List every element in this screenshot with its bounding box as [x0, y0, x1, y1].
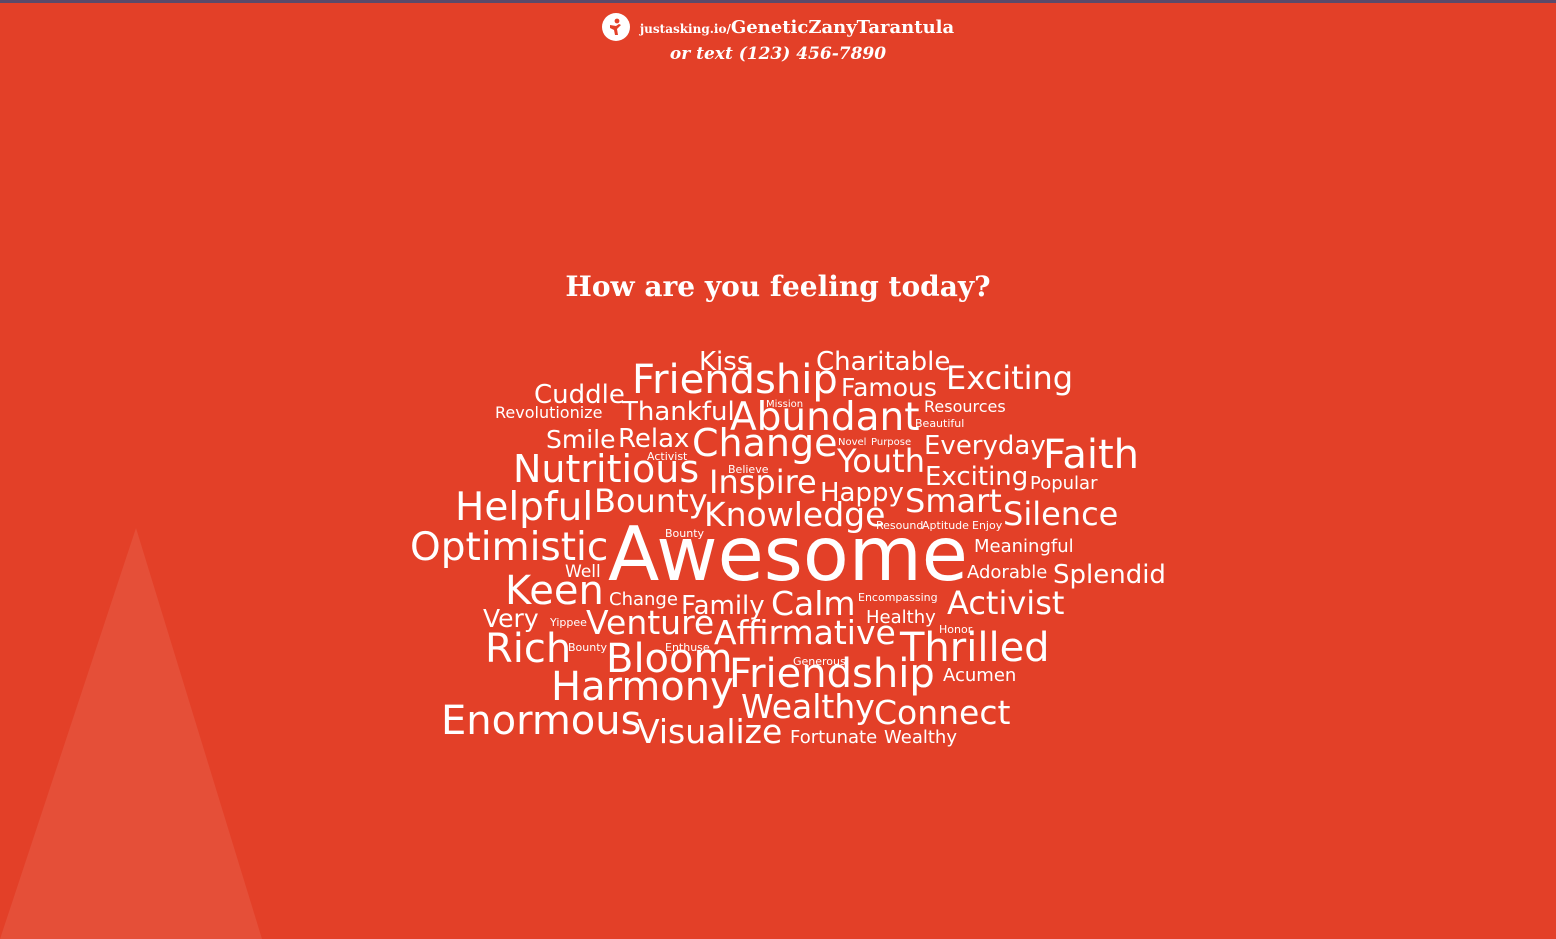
cloud-word: Well: [565, 562, 601, 582]
cloud-word: Resources: [924, 397, 1006, 416]
cloud-word: Thankful: [622, 397, 735, 427]
cloud-word: Calm: [771, 584, 856, 623]
top-strip: [0, 0, 1556, 3]
cloud-word: Splendid: [1053, 560, 1166, 590]
cloud-word: Bloom: [606, 636, 733, 682]
cloud-word: Youth: [837, 442, 925, 480]
cloud-word: Venture: [586, 603, 715, 642]
cloud-word: Famous: [841, 373, 937, 402]
cloud-word: Purpose: [871, 437, 912, 448]
cloud-word: Everyday: [924, 431, 1046, 461]
cloud-word: Friendship: [729, 651, 935, 697]
cloud-word: Yippee: [550, 616, 587, 629]
cloud-word: Charitable: [816, 347, 951, 377]
question-title: How are you feeling today?: [565, 270, 991, 303]
cloud-word: Silence: [1003, 495, 1119, 533]
cloud-word: Connect: [874, 693, 1011, 732]
cloud-word: Healthy: [866, 607, 936, 628]
cloud-word: Cuddle: [534, 380, 625, 410]
cloud-word: Harmony: [551, 664, 734, 710]
cloud-word: Thrilled: [900, 625, 1050, 671]
cloud-word: Mission: [766, 399, 804, 410]
cloud-word: Activist: [647, 450, 688, 463]
cloud-word: Smile: [546, 425, 616, 454]
cloud-word: Wealthy: [741, 687, 875, 726]
cloud-word: Encompassing: [858, 591, 938, 604]
cloud-word: Enormous: [441, 698, 642, 744]
cloud-word: Resound: [876, 519, 924, 532]
cloud-word: Awesome: [608, 510, 968, 598]
cloud-word: Keen: [505, 568, 604, 614]
cloud-word: Abundant: [730, 395, 920, 440]
cloud-word: Knowledge: [704, 495, 886, 534]
cloud-word: Affirmative: [714, 613, 896, 652]
url-domain: justasking.io/: [639, 21, 731, 36]
cloud-word: Optimistic: [410, 525, 609, 570]
cloud-word: Faith: [1043, 432, 1139, 478]
cloud-word: Inspire: [709, 463, 817, 501]
cloud-word: Family: [681, 591, 765, 621]
cloud-word: Smart: [905, 482, 1002, 520]
cloud-word: Rich: [485, 626, 572, 672]
justasking-logo-icon: [601, 13, 630, 41]
cloud-word: Bounty: [665, 527, 705, 540]
cloud-word: Nutritious: [513, 447, 700, 491]
cloud-word: Honor: [939, 623, 973, 636]
cloud-word: Helpful: [455, 485, 594, 530]
cloud-word: Revolutionize: [495, 403, 603, 422]
cloud-word: Aptitude: [922, 519, 969, 532]
cloud-word: Acumen: [943, 665, 1017, 686]
cloud-word: Generous: [793, 655, 846, 668]
cloud-word: Novel: [838, 437, 867, 448]
cloud-word: Relax: [618, 424, 690, 454]
cloud-word: Enthuse: [665, 641, 710, 654]
cloud-word: Popular: [1030, 473, 1098, 494]
cloud-word: Enjoy: [972, 519, 1003, 532]
cloud-word: Kiss: [699, 347, 751, 377]
decorative-triangle: [0, 528, 262, 939]
word-cloud: Kiss Charitable Friendship Famous Exciti…: [400, 340, 1200, 760]
url-code: GeneticZanyTarantula: [730, 16, 955, 38]
cloud-word: Meaningful: [974, 536, 1074, 557]
text-instruction: or text (123) 456-7890: [669, 44, 887, 64]
cloud-word: Change: [609, 589, 678, 610]
cloud-word: Happy: [820, 478, 904, 508]
cloud-word: Change: [692, 421, 838, 465]
cloud-word: Exciting: [925, 462, 1029, 492]
cloud-word: Friendship: [632, 357, 838, 403]
join-header: justasking.io/GeneticZanyTarantula or te…: [0, 12, 1556, 64]
join-url-line: justasking.io/GeneticZanyTarantula: [0, 12, 1556, 42]
cloud-word: Visualize: [637, 712, 783, 751]
cloud-word: Adorable: [967, 562, 1048, 583]
cloud-word: Exciting: [946, 359, 1074, 397]
cloud-word: Bounty: [568, 641, 608, 654]
cloud-word: Very: [483, 604, 539, 633]
cloud-word: Fortunate: [790, 727, 878, 748]
join-url[interactable]: justasking.io/GeneticZanyTarantula: [640, 17, 954, 38]
cloud-word: Beautiful: [915, 417, 965, 430]
cloud-word: Activist: [947, 584, 1065, 622]
cloud-word: Believe: [728, 463, 769, 476]
cloud-word: Wealthy: [884, 727, 957, 748]
cloud-word: Bounty: [594, 482, 708, 520]
